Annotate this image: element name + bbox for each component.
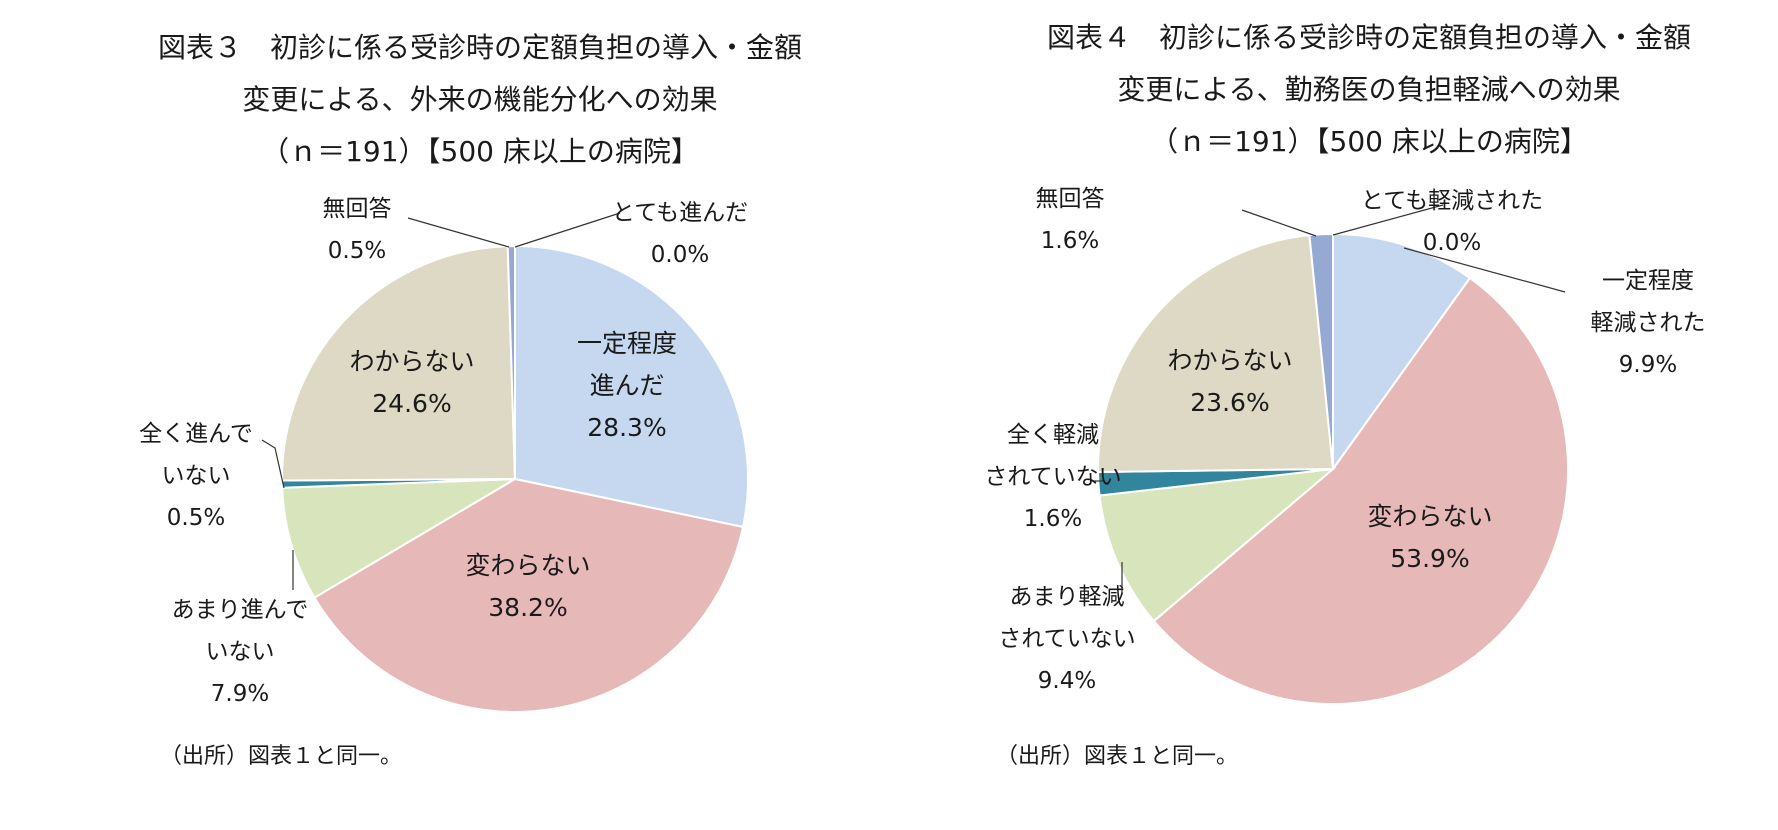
leader-line-4 xyxy=(261,439,285,489)
pie-slice-3 xyxy=(1098,467,1337,623)
chart-title: 図表４ 初診に係る受診時の定額負担の導入・金額 変更による、勤務医の負担軽減への… xyxy=(960,12,1778,168)
pie-chart: とても進んだ 0.0%一定程度進んだ 28.3%変わらない 38.2%あまり進んでいな… xyxy=(139,196,749,714)
slice-labels: とても軽減された 0.0% 一定程度軽減された 9.9% 変わらない 53.9% あまり軽減… xyxy=(984,186,1705,694)
slice-value-0: 0.0% xyxy=(1423,230,1481,256)
slice-label-2: 変わらない 38.2% xyxy=(465,551,590,622)
pie-slice-2 xyxy=(1152,276,1569,706)
slice-label-4: 全く軽減されていない 1.6% xyxy=(984,422,1121,532)
slice-label-3: あまり軽減されていない 9.4% xyxy=(998,584,1135,694)
slice-label-line: 変わらない xyxy=(465,551,590,580)
slice-label-6: 無回答 0.5% xyxy=(323,196,392,264)
source-note: （出所）図表１と同一。 xyxy=(160,744,403,769)
slice-label-0: とても進んだ 0.0% xyxy=(612,200,748,268)
slice-label-line: 全く進んで xyxy=(139,421,253,447)
pie-slices xyxy=(1097,232,1569,706)
leader-line-0 xyxy=(514,212,621,248)
slice-value-6: 0.5% xyxy=(328,238,386,264)
slice-label-4: 全く進んでいない 0.5% xyxy=(139,421,253,531)
slice-label-5: わからない 23.6% xyxy=(1167,346,1292,417)
pie-slice-6 xyxy=(1308,232,1334,470)
chart-panel-3: 図表３ 初診に係る受診時の定額負担の導入・金額 変更による、外来の機能分化への効… xyxy=(0,22,960,769)
slice-label-line: とても軽減された xyxy=(1361,188,1543,214)
slice-label-6: 無回答 1.6% xyxy=(1036,186,1105,254)
slice-value-5: 23.6% xyxy=(1190,388,1269,417)
slice-label-line: 変わらない xyxy=(1367,502,1492,531)
slice-label-line: 進んだ xyxy=(589,371,664,400)
slice-label-1: 一定程度軽減された 9.9% xyxy=(1591,268,1706,378)
leader-line-0 xyxy=(1332,204,1444,236)
slice-value-5: 24.6% xyxy=(372,389,451,418)
slice-label-line: あまり進んで xyxy=(172,597,309,623)
slice-label-line: 一定程度 xyxy=(577,329,677,358)
title-line-2: 変更による、勤務医の負担軽減への効果 xyxy=(1117,73,1621,106)
slice-value-1: 28.3% xyxy=(587,413,666,442)
pie-slice-5 xyxy=(280,245,517,482)
slice-label-line: いない xyxy=(162,463,231,489)
pie-slice-1 xyxy=(1332,232,1472,473)
pie-slice-5 xyxy=(1097,234,1335,473)
slice-label-line: 軽減された xyxy=(1591,310,1706,336)
leader-line-6 xyxy=(1241,209,1317,237)
pie-chart: とても軽減された 0.0% 一定程度軽減された 9.9% 変わらない 53.9% あまり軽減… xyxy=(984,186,1706,706)
slice-label-1: 一定程度進んだ 28.3% xyxy=(577,329,677,442)
chart-panel-4: 図表４ 初診に係る受診時の定額負担の導入・金額 変更による、勤務医の負担軽減への… xyxy=(960,0,1778,830)
slice-label-line: あまり軽減 xyxy=(1010,584,1125,610)
title-line-2: 変更による、外来の機能分化への効果 xyxy=(242,83,718,116)
slice-labels: とても進んだ 0.0%一定程度進んだ 28.3%変わらない 38.2%あまり進んでいな… xyxy=(139,196,748,707)
slice-value-0: 0.0% xyxy=(651,242,709,268)
slice-label-line: いない xyxy=(206,639,275,665)
chart-title: 図表３ 初診に係る受診時の定額負担の導入・金額 変更による、外来の機能分化への効… xyxy=(0,22,960,178)
pie-slice-3 xyxy=(281,478,516,599)
pie-slices xyxy=(280,244,749,714)
slice-value-2: 53.9% xyxy=(1390,544,1469,573)
slice-value-3: 7.9% xyxy=(211,681,269,707)
title-line-3: （ｎ＝191）【500 床以上の病院】 xyxy=(261,135,699,168)
slice-label-line: されていない xyxy=(998,626,1135,652)
slice-label-line: 無回答 xyxy=(1036,186,1105,212)
pie-slice-1 xyxy=(514,244,749,529)
slice-value-4: 0.5% xyxy=(167,505,225,531)
slice-label-5: わからない 24.6% xyxy=(349,347,474,418)
title-line-3: （ｎ＝191）【500 床以上の病院】 xyxy=(1150,125,1588,158)
slice-value-1: 9.9% xyxy=(1619,352,1677,378)
slice-value-3: 9.4% xyxy=(1038,668,1096,694)
slice-label-line: されていない xyxy=(984,464,1121,490)
title-line-1: 図表３ 初診に係る受診時の定額負担の導入・金額 xyxy=(157,31,802,64)
slice-label-2: 変わらない 53.9% xyxy=(1367,502,1492,573)
slice-value-2: 38.2% xyxy=(488,593,567,622)
slice-label-line: とても進んだ xyxy=(612,200,748,226)
slice-label-line: わからない xyxy=(349,347,474,376)
leader-line-1 xyxy=(1403,247,1566,293)
source-note: （出所）図表１と同一。 xyxy=(996,744,1239,769)
slice-label-line: 全く軽減 xyxy=(1007,422,1099,448)
slice-label-0: とても軽減された 0.0% xyxy=(1361,188,1543,256)
pie-slice-2 xyxy=(313,477,745,714)
slice-label-line: 一定程度 xyxy=(1602,268,1694,294)
leader-line-6 xyxy=(407,217,510,248)
slice-value-4: 1.6% xyxy=(1024,506,1082,532)
slice-label-line: 無回答 xyxy=(323,196,392,222)
title-line-1: 図表４ 初診に係る受診時の定額負担の導入・金額 xyxy=(1046,21,1691,54)
slice-value-6: 1.6% xyxy=(1041,228,1099,254)
slice-label-3: あまり進んでいない 7.9% xyxy=(172,597,309,707)
slice-label-line: わからない xyxy=(1167,346,1292,375)
